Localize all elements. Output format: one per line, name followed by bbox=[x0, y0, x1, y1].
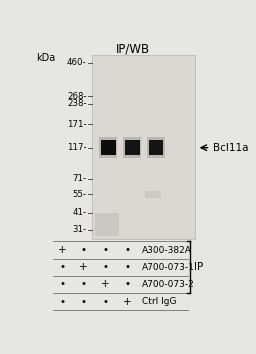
Text: 171-: 171- bbox=[67, 120, 87, 129]
Text: •: • bbox=[81, 297, 87, 307]
Text: •: • bbox=[124, 245, 130, 255]
Text: •: • bbox=[60, 262, 66, 272]
Text: 460-: 460- bbox=[67, 58, 87, 67]
Text: Bcl11a: Bcl11a bbox=[212, 143, 248, 153]
Text: +: + bbox=[79, 262, 88, 272]
Text: 238-: 238- bbox=[67, 99, 87, 108]
Text: A300-382A: A300-382A bbox=[142, 246, 192, 255]
Text: 117-: 117- bbox=[67, 143, 87, 152]
Text: •: • bbox=[81, 245, 87, 255]
Bar bbox=[123, 137, 141, 159]
Bar bbox=[92, 55, 195, 239]
Bar bbox=[145, 191, 161, 198]
Text: IP: IP bbox=[194, 262, 203, 272]
Text: 31-: 31- bbox=[72, 225, 87, 234]
Text: •: • bbox=[102, 262, 108, 272]
Text: •: • bbox=[124, 279, 130, 289]
Text: Ctrl IgG: Ctrl IgG bbox=[142, 297, 177, 306]
Text: •: • bbox=[124, 262, 130, 272]
Text: •: • bbox=[60, 279, 66, 289]
Bar bbox=[148, 140, 163, 155]
Text: •: • bbox=[102, 245, 108, 255]
Text: +: + bbox=[123, 297, 132, 307]
Text: •: • bbox=[81, 279, 87, 289]
Text: •: • bbox=[60, 297, 66, 307]
Bar bbox=[125, 140, 140, 155]
Bar bbox=[92, 56, 194, 238]
Text: IP/WB: IP/WB bbox=[116, 43, 150, 56]
Bar bbox=[95, 213, 119, 236]
Text: 55-: 55- bbox=[72, 190, 87, 199]
Text: kDa: kDa bbox=[36, 53, 55, 63]
Text: +: + bbox=[101, 279, 110, 289]
Bar bbox=[101, 140, 116, 155]
Text: 71-: 71- bbox=[72, 174, 87, 183]
Text: +: + bbox=[58, 245, 67, 255]
Text: 41-: 41- bbox=[72, 208, 87, 217]
Bar bbox=[147, 137, 165, 159]
Text: A700-073-1: A700-073-1 bbox=[142, 263, 195, 272]
Text: A700-073-2: A700-073-2 bbox=[142, 280, 195, 289]
Text: •: • bbox=[102, 297, 108, 307]
Text: 268-: 268- bbox=[67, 92, 87, 101]
Bar bbox=[99, 137, 118, 159]
